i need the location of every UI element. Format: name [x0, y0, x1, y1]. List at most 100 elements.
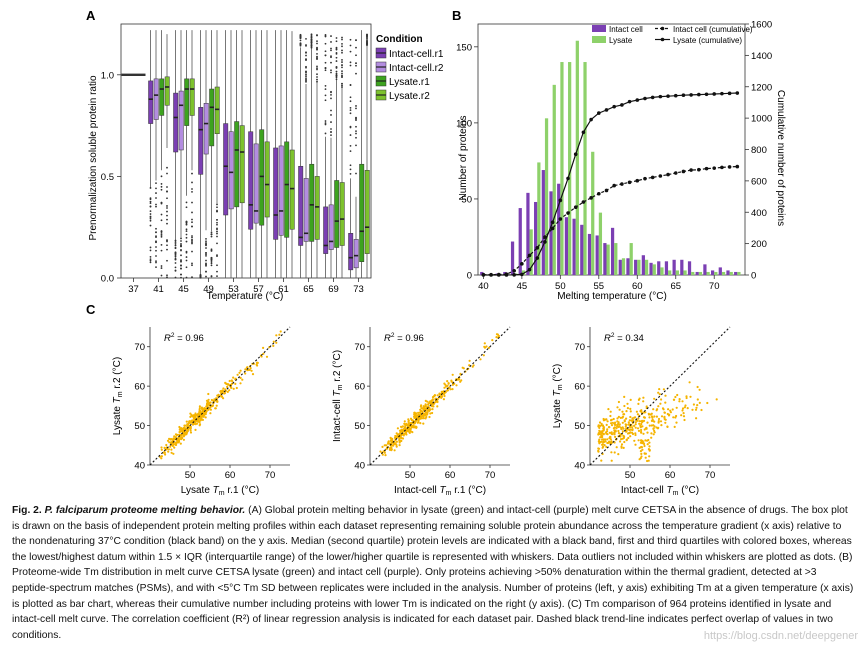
cumulative-point — [566, 176, 570, 181]
scatter-point — [416, 421, 419, 424]
scatter-point — [628, 419, 631, 422]
outlier-dot — [149, 216, 152, 219]
outlier-dot — [310, 46, 313, 49]
outlier-dot — [191, 172, 193, 175]
outlier-dot — [341, 64, 343, 66]
x-tick-label: 50 — [625, 470, 636, 481]
plot-frame — [120, 23, 372, 279]
scatter-point — [613, 423, 617, 426]
scatter-point — [688, 381, 691, 384]
cumulative-point — [635, 178, 640, 183]
scatter-point — [205, 410, 208, 413]
outlier-dot — [310, 44, 313, 47]
scatter-point — [410, 418, 413, 422]
scatter-point — [172, 443, 175, 446]
scatter-point — [625, 410, 628, 413]
bar-lysate — [675, 270, 679, 275]
scatter-point — [626, 407, 630, 410]
scatter-point — [641, 448, 644, 451]
scatter-point — [598, 442, 601, 445]
outlier-dot — [185, 266, 188, 269]
outlier-dot — [349, 168, 352, 171]
panel-b-ylabel-left: Number of proteins — [458, 115, 469, 200]
outlier-dot — [205, 259, 207, 262]
outlier-dot — [305, 66, 307, 69]
cumulative-point — [727, 91, 732, 96]
scatter-point — [715, 398, 718, 401]
scatter-point — [228, 389, 231, 392]
outlier-dot — [210, 275, 213, 278]
outlier-dot — [185, 240, 188, 243]
outlier-dot — [149, 202, 152, 205]
scatter-point — [188, 421, 191, 424]
scatter-point — [173, 435, 176, 438]
cumulative-point — [527, 267, 532, 272]
scatter-point — [384, 444, 388, 447]
outlier-dot — [160, 201, 163, 204]
outlier-dot — [305, 70, 307, 73]
scatter-point — [401, 425, 404, 428]
scatter-point — [602, 427, 606, 431]
outlier-dot — [191, 221, 193, 224]
y-tick-label: 50 — [574, 421, 585, 432]
x-tick-label: 57 — [253, 284, 264, 295]
outlier-dot — [341, 86, 343, 89]
outlier-dot — [341, 45, 343, 48]
scatter-point — [634, 423, 637, 426]
outlier-dot — [310, 34, 313, 37]
scatter-point — [638, 446, 641, 449]
cumulative-line — [483, 166, 738, 276]
x-axis-label: Intact-cell Tm r.1 (°C) — [394, 485, 486, 497]
scatter-point — [178, 431, 181, 434]
outlier-dot — [191, 262, 193, 265]
outlier-dot — [166, 218, 168, 221]
bar-intact-cell — [718, 267, 722, 275]
outlier-dot — [299, 42, 302, 44]
cumulative-point — [681, 169, 686, 174]
outlier-dot — [341, 84, 343, 87]
scatter-point — [187, 423, 190, 426]
outlier-dot — [166, 186, 168, 188]
panel-a: A Prenormalization soluble protein ratio… — [86, 8, 444, 302]
outlier-dot — [155, 246, 157, 248]
outlier-dot — [355, 39, 357, 42]
scatter-point — [234, 382, 237, 385]
scatter-point — [621, 430, 625, 433]
scatter-point — [487, 346, 491, 349]
scatter-point — [425, 411, 428, 414]
bar-intact-cell — [641, 255, 645, 275]
scatter-point — [485, 345, 488, 348]
cumulative-point — [673, 93, 678, 98]
scatter-point — [641, 439, 644, 442]
bar-lysate — [714, 271, 718, 275]
scatter-point — [182, 426, 186, 429]
scatter-point — [616, 417, 619, 420]
scatter-point — [617, 425, 620, 429]
scatter-point — [674, 395, 677, 399]
scatter-point — [189, 420, 192, 423]
scatter-point — [602, 441, 605, 444]
scatter-point — [648, 455, 651, 458]
outlier-dot — [330, 128, 332, 130]
outlier-dot — [174, 247, 177, 250]
panel-b-legend: Intact cell Lysate Intact cell (cumulative… — [592, 25, 753, 45]
cumulative-point — [666, 172, 670, 177]
scatter-point — [621, 410, 624, 413]
scatter-point — [275, 341, 278, 344]
scatter-point — [655, 415, 659, 418]
scatter-point — [176, 433, 179, 436]
outlier-dot — [305, 80, 307, 83]
scatter-point — [460, 379, 463, 382]
scatter-point — [428, 409, 431, 412]
outlier-dot — [355, 119, 357, 121]
scatter-point — [609, 414, 612, 418]
scatter-point — [623, 420, 626, 423]
panel-b-letter: B — [452, 8, 461, 23]
scatter-point — [672, 416, 675, 419]
bar-intact-cell — [534, 201, 538, 275]
scatter-point — [663, 411, 666, 414]
scatter-point — [400, 439, 403, 443]
bar-intact-cell — [572, 218, 576, 275]
outlier-dot — [349, 100, 352, 103]
scatter-point — [613, 430, 616, 434]
